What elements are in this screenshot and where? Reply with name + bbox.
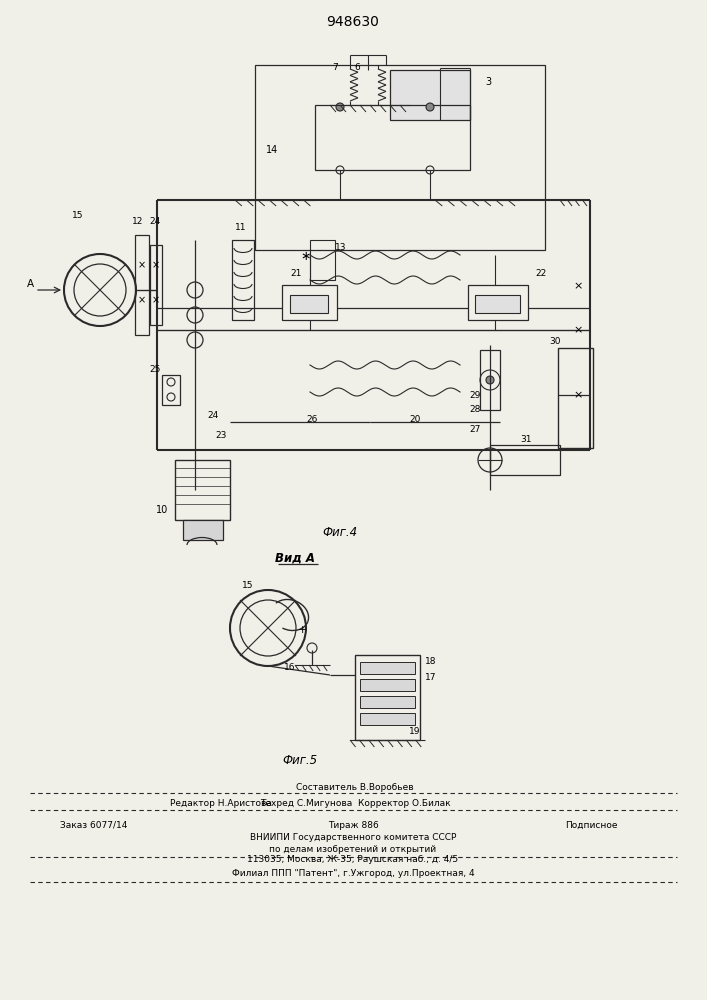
Text: ×: × xyxy=(152,260,160,270)
Text: по делам изобретений и открытий: по делам изобретений и открытий xyxy=(269,844,436,854)
Bar xyxy=(310,240,335,280)
Text: Тираж 886: Тираж 886 xyxy=(327,820,378,830)
Text: 12: 12 xyxy=(132,218,144,227)
Text: Вид А: Вид А xyxy=(275,552,315,564)
Bar xyxy=(183,520,223,540)
Text: 15: 15 xyxy=(243,582,254,590)
Text: ВНИИПИ Государственного комитета СССР: ВНИИПИ Государственного комитета СССР xyxy=(250,834,456,842)
Text: 29: 29 xyxy=(469,390,481,399)
Bar xyxy=(315,105,470,170)
Text: 948630: 948630 xyxy=(327,15,380,29)
Bar xyxy=(360,713,415,725)
Bar xyxy=(475,295,520,313)
Bar xyxy=(282,285,337,320)
Text: ×: × xyxy=(138,295,146,305)
Bar xyxy=(232,240,254,320)
Text: 6: 6 xyxy=(354,64,360,73)
Bar xyxy=(175,460,230,520)
Text: ×: × xyxy=(573,325,583,335)
Text: A: A xyxy=(26,279,33,289)
Text: 17: 17 xyxy=(425,674,436,682)
Text: Заказ 6077/14: Заказ 6077/14 xyxy=(60,820,127,830)
Bar xyxy=(255,65,545,250)
Text: 27: 27 xyxy=(469,426,481,434)
Bar xyxy=(390,70,470,120)
Text: 24: 24 xyxy=(149,218,160,227)
Text: 23: 23 xyxy=(215,430,226,440)
Text: 3: 3 xyxy=(485,77,491,87)
Text: 26: 26 xyxy=(306,416,317,424)
Text: 7: 7 xyxy=(332,64,338,73)
Bar xyxy=(162,375,180,405)
Text: Фиг.5: Фиг.5 xyxy=(282,754,317,766)
Bar xyxy=(558,348,593,448)
Text: 25: 25 xyxy=(149,365,160,374)
Bar xyxy=(480,350,500,410)
Text: 21: 21 xyxy=(291,269,302,278)
Bar xyxy=(490,445,560,475)
Text: 14: 14 xyxy=(266,145,278,155)
Text: ×: × xyxy=(573,390,583,400)
Text: 11: 11 xyxy=(235,224,247,232)
Text: 22: 22 xyxy=(535,269,547,278)
Text: Подписное: Подписное xyxy=(565,820,617,830)
Text: Филиал ППП "Патент", г.Ужгород, ул.Проектная, 4: Филиал ППП "Патент", г.Ужгород, ул.Проек… xyxy=(232,868,474,878)
Text: ×: × xyxy=(573,281,583,291)
Bar xyxy=(360,662,415,674)
Circle shape xyxy=(426,103,434,111)
Circle shape xyxy=(486,376,494,384)
Text: 10: 10 xyxy=(156,505,168,515)
Text: ×: × xyxy=(138,260,146,270)
Text: Техред С.Мигунова  Корректор О.Билак: Техред С.Мигунова Корректор О.Билак xyxy=(259,798,450,808)
Text: 113035, Москва, Ж-35, Раушская наб., д. 4/5: 113035, Москва, Ж-35, Раушская наб., д. … xyxy=(247,856,459,864)
Text: Составитель В.Воробьев: Составитель В.Воробьев xyxy=(296,782,414,792)
Text: 30: 30 xyxy=(549,338,561,347)
Text: 24: 24 xyxy=(207,410,218,420)
Bar xyxy=(150,245,162,325)
Bar xyxy=(360,696,415,708)
Text: Редактор Н.Аристова: Редактор Н.Аристова xyxy=(170,798,272,808)
Bar xyxy=(355,655,420,740)
Text: ×: × xyxy=(152,295,160,305)
Text: 31: 31 xyxy=(520,436,532,444)
Text: 20: 20 xyxy=(409,416,421,424)
Text: 28: 28 xyxy=(469,406,481,414)
Text: +: + xyxy=(298,625,307,635)
Bar xyxy=(468,285,528,320)
Text: 19: 19 xyxy=(409,728,421,736)
Text: 13: 13 xyxy=(335,243,346,252)
Text: 15: 15 xyxy=(72,211,83,220)
Text: ∗: ∗ xyxy=(300,250,311,263)
Bar xyxy=(290,295,328,313)
Bar xyxy=(135,235,149,335)
Bar xyxy=(360,679,415,691)
Text: 18: 18 xyxy=(425,658,436,666)
Text: 16: 16 xyxy=(284,664,296,672)
Circle shape xyxy=(336,103,344,111)
Text: Фиг.4: Фиг.4 xyxy=(322,526,358,538)
